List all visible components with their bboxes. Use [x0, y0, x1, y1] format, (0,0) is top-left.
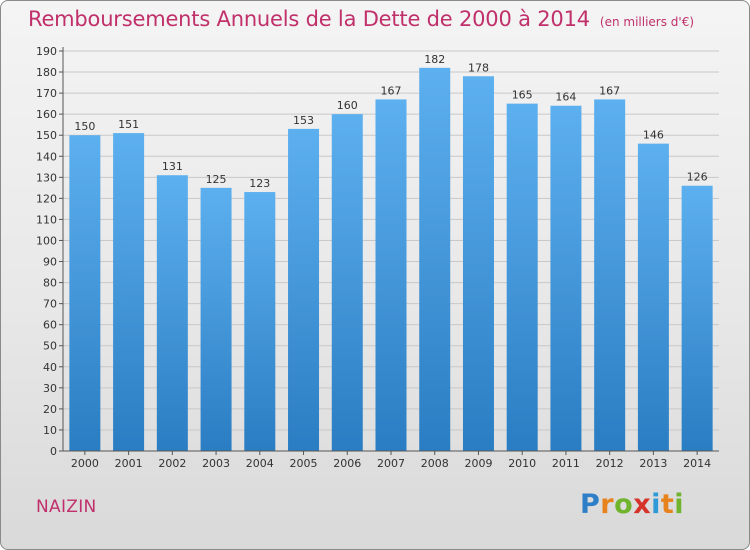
y-tick-label: 80 [43, 277, 57, 290]
bar [681, 185, 713, 451]
bar [550, 105, 582, 451]
logo-letter: i [674, 489, 685, 520]
bar-value-label: 126 [687, 171, 708, 184]
bar-value-label: 164 [555, 91, 576, 104]
bar-value-label: 165 [512, 89, 533, 102]
bar [462, 76, 494, 452]
y-tick-label: 150 [36, 129, 57, 142]
logo-letter: o [614, 489, 634, 520]
bar [637, 143, 669, 451]
x-tick-label: 2010 [508, 457, 536, 470]
y-tick-label: 140 [36, 150, 57, 163]
x-tick-label: 2008 [421, 457, 449, 470]
axes: 0 10 20 30 40 50 60 70 80 90 100 110 120 130 140 150 160… [36, 45, 719, 470]
y-tick-label: 180 [36, 66, 57, 79]
bar-value-label: 153 [293, 114, 314, 127]
x-tick-label: 2014 [683, 457, 711, 470]
bar-value-label: 178 [468, 61, 489, 74]
x-tick-label: 2000 [71, 457, 99, 470]
x-tick-label: 2002 [158, 457, 186, 470]
y-tick-label: 190 [36, 45, 57, 58]
bar-value-label: 146 [643, 129, 664, 142]
y-tick-label: 130 [36, 171, 57, 184]
x-tick-label: 2009 [464, 457, 492, 470]
bar [113, 133, 145, 451]
bar [375, 99, 407, 451]
bar [200, 187, 232, 451]
bar [69, 135, 101, 452]
y-tick-label: 70 [43, 298, 57, 311]
y-tick-label: 170 [36, 87, 57, 100]
y-tick-label: 40 [43, 361, 57, 374]
y-tick-label: 90 [43, 256, 57, 269]
bar [506, 103, 538, 451]
logo-letter: r [600, 489, 615, 520]
y-tick-label: 110 [36, 213, 57, 226]
x-tick-label: 2012 [596, 457, 624, 470]
y-tick-label: 10 [43, 424, 57, 437]
x-tick-label: 2011 [552, 457, 580, 470]
bar-value-label: 151 [118, 118, 139, 131]
x-tick-label: 2005 [290, 457, 318, 470]
bar-value-label: 131 [162, 160, 183, 173]
bar [156, 175, 188, 452]
chart-title-block: Remboursements Annuels de la Dette de 20… [28, 7, 694, 31]
bar-value-label: 167 [381, 84, 402, 97]
x-tick-label: 2013 [639, 457, 667, 470]
bar-value-label: 160 [337, 99, 358, 112]
bar [288, 128, 320, 451]
x-tick-label: 2001 [115, 457, 143, 470]
commune-name: NAIZIN [36, 497, 97, 517]
bar [419, 67, 451, 451]
logo-letter: t [660, 489, 675, 520]
x-tick-label: 2003 [202, 457, 230, 470]
bar [594, 99, 626, 451]
unit-note: (en milliers d'€) [599, 15, 695, 29]
y-tick-label: 60 [43, 319, 57, 332]
bar-value-label: 182 [424, 53, 445, 66]
bar-value-label: 167 [599, 84, 620, 97]
y-tick-label: 100 [36, 234, 57, 247]
x-tick-label: 2006 [333, 457, 361, 470]
y-tick-label: 120 [36, 192, 57, 205]
bar [331, 114, 363, 451]
bars: 150 151 131 125 123 153 160 167 182 178 165 164 167 1… [69, 53, 713, 452]
logo-letter: x [633, 489, 652, 520]
y-tick-label: 30 [43, 382, 57, 395]
bar-value-label: 150 [74, 120, 95, 133]
bar [244, 192, 276, 452]
x-tick-label: 2004 [246, 457, 274, 470]
logo-letter: i [651, 489, 661, 520]
proxiti-logo: Proxiti [580, 489, 684, 520]
y-tick-label: 50 [43, 340, 57, 353]
x-tick-label: 2007 [377, 457, 405, 470]
chart-title: Remboursements Annuels de la Dette de 20… [28, 7, 590, 31]
bar-value-label: 125 [206, 173, 227, 186]
y-tick-label: 0 [50, 445, 57, 458]
y-tick-label: 20 [43, 403, 57, 416]
bar-value-label: 123 [249, 177, 270, 190]
logo-letter: P [580, 489, 601, 520]
y-tick-label: 160 [36, 108, 57, 121]
